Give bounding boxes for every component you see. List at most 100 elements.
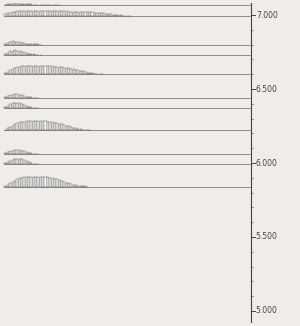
Bar bbox=[47, 177, 49, 187]
Bar bbox=[30, 107, 32, 108]
Bar bbox=[16, 3, 18, 6]
Bar bbox=[26, 106, 28, 108]
Bar bbox=[42, 177, 44, 187]
Bar bbox=[58, 67, 61, 74]
Bar bbox=[70, 127, 72, 130]
Bar bbox=[49, 66, 51, 74]
Bar bbox=[30, 153, 32, 154]
Bar bbox=[23, 160, 26, 165]
Bar bbox=[21, 52, 23, 55]
Bar bbox=[28, 66, 30, 74]
Bar bbox=[80, 71, 82, 74]
Bar bbox=[7, 152, 9, 154]
Bar bbox=[56, 11, 58, 16]
Bar bbox=[54, 11, 56, 16]
Bar bbox=[19, 51, 21, 55]
Bar bbox=[103, 13, 105, 16]
Bar bbox=[49, 11, 51, 16]
Bar bbox=[26, 53, 28, 55]
Bar bbox=[30, 54, 32, 55]
Bar bbox=[38, 177, 40, 187]
Bar bbox=[28, 107, 30, 108]
Bar bbox=[23, 105, 26, 108]
Bar bbox=[68, 68, 70, 74]
Bar bbox=[33, 164, 35, 165]
Bar bbox=[113, 15, 115, 16]
Bar bbox=[4, 54, 7, 55]
Bar bbox=[80, 129, 82, 130]
Bar bbox=[21, 67, 23, 74]
Bar bbox=[33, 11, 35, 16]
Bar bbox=[19, 150, 21, 154]
Bar bbox=[30, 44, 32, 45]
Bar bbox=[38, 5, 40, 6]
Bar bbox=[73, 128, 75, 130]
Bar bbox=[23, 4, 26, 6]
Bar bbox=[7, 96, 9, 98]
Bar bbox=[11, 182, 14, 187]
Bar bbox=[7, 43, 9, 45]
Bar bbox=[14, 50, 16, 55]
Bar bbox=[9, 12, 11, 16]
Bar bbox=[11, 126, 14, 130]
Bar bbox=[38, 121, 40, 130]
Bar bbox=[77, 186, 80, 187]
Bar bbox=[23, 122, 26, 130]
Bar bbox=[115, 15, 117, 16]
Bar bbox=[56, 123, 58, 130]
Bar bbox=[38, 66, 40, 74]
Bar bbox=[61, 11, 63, 16]
Bar bbox=[66, 183, 68, 187]
Bar bbox=[33, 5, 35, 6]
Bar bbox=[49, 122, 51, 130]
Bar bbox=[9, 42, 11, 45]
Bar bbox=[19, 178, 21, 187]
Bar bbox=[23, 11, 26, 16]
Bar bbox=[110, 14, 112, 16]
Bar bbox=[16, 11, 18, 16]
Bar bbox=[14, 12, 16, 16]
Bar bbox=[101, 13, 103, 16]
Bar bbox=[80, 186, 82, 187]
Bar bbox=[28, 121, 30, 130]
Bar bbox=[9, 152, 11, 154]
Bar bbox=[26, 11, 28, 16]
Bar bbox=[73, 69, 75, 74]
Bar bbox=[68, 183, 70, 187]
Text: 5.500: 5.500 bbox=[256, 232, 278, 242]
Bar bbox=[30, 66, 32, 74]
Bar bbox=[11, 160, 14, 165]
Bar bbox=[40, 177, 42, 187]
Bar bbox=[26, 96, 28, 98]
Bar bbox=[21, 95, 23, 98]
Bar bbox=[70, 69, 72, 74]
Bar bbox=[21, 122, 23, 130]
Bar bbox=[52, 11, 54, 16]
Bar bbox=[14, 150, 16, 154]
Bar bbox=[106, 14, 108, 16]
Bar bbox=[75, 70, 77, 74]
Bar bbox=[63, 11, 65, 16]
Bar bbox=[23, 96, 26, 98]
Bar bbox=[75, 185, 77, 187]
Bar bbox=[77, 12, 80, 16]
Bar bbox=[26, 152, 28, 154]
Bar bbox=[16, 123, 18, 130]
Bar bbox=[75, 128, 77, 130]
Bar bbox=[58, 180, 61, 187]
Bar bbox=[14, 124, 16, 130]
Bar bbox=[7, 72, 9, 74]
Bar bbox=[63, 67, 65, 74]
Bar bbox=[4, 153, 7, 154]
Bar bbox=[54, 67, 56, 74]
Bar bbox=[16, 150, 18, 154]
Bar bbox=[9, 70, 11, 74]
Bar bbox=[89, 12, 91, 16]
Bar bbox=[56, 67, 58, 74]
Bar bbox=[33, 97, 35, 98]
Bar bbox=[19, 95, 21, 98]
Bar bbox=[54, 179, 56, 187]
Bar bbox=[23, 43, 26, 45]
Bar bbox=[7, 53, 9, 55]
Bar bbox=[4, 107, 7, 108]
